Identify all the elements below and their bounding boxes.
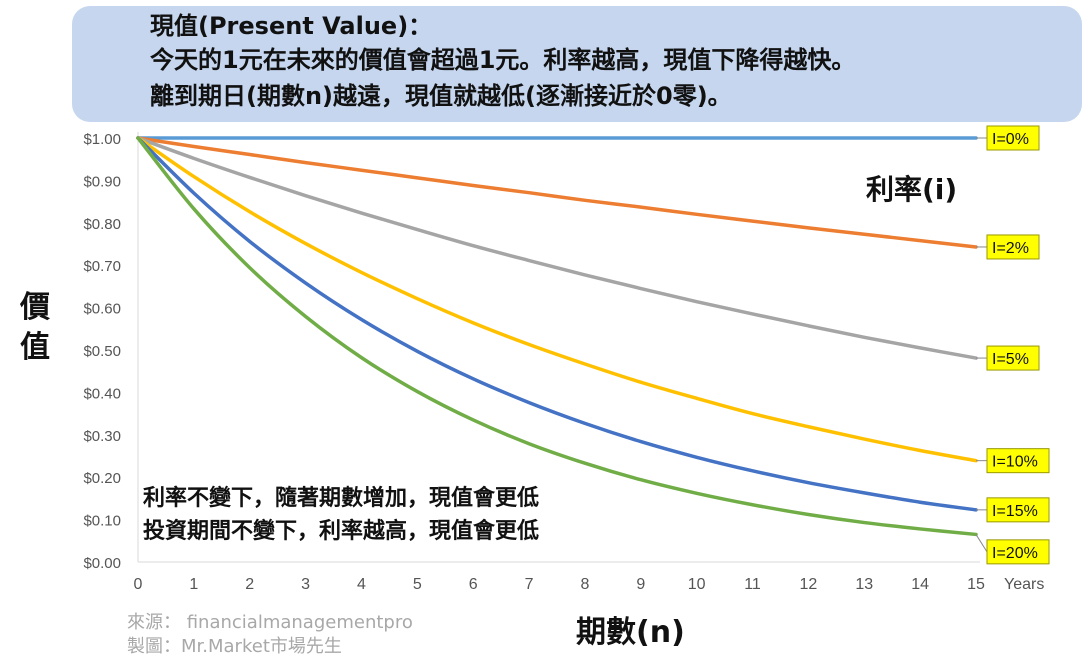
series-line-I=20% [136, 136, 978, 537]
x-tick-label: 5 [413, 576, 422, 593]
y-tick-label: $0.20 [83, 470, 121, 487]
header-banner [72, 6, 1082, 122]
header-line-3: 離到期日(期數n)越遠，現值就越低(逐漸接近於0零)。 [150, 82, 732, 110]
series-label: I=10% [992, 454, 1038, 471]
header-line-2: 今天的1元在未來的價值會超過1元。利率越高，現值下降得越快。 [150, 46, 856, 74]
series-line-I=2% [136, 136, 978, 249]
series-label: I=0% [992, 131, 1029, 148]
x-tick-label: 4 [357, 576, 366, 593]
y-tick-label: $0.10 [83, 513, 121, 530]
y-tick-label: $0.60 [83, 301, 121, 318]
x-axis-label: 期數(n) [576, 615, 685, 650]
series-line-I=10% [136, 136, 978, 463]
x-tick-label: 12 [800, 576, 818, 593]
y-tick-label: $1.00 [83, 131, 121, 148]
x-tick-label: 7 [525, 576, 534, 593]
series-label: I=2% [992, 240, 1029, 257]
annotation-line-2: 投資期間不變下，利率越高，現值會更低 [143, 519, 540, 544]
source-credit: 來源： financialmanagementpro [127, 612, 413, 633]
x-tick-label: 15 [967, 576, 985, 593]
series-title: 利率(i) [866, 173, 958, 206]
x-tick-label: 3 [301, 576, 310, 593]
header-title: 現值(Present Value)： [150, 12, 433, 40]
series-label: I=20% [992, 545, 1038, 562]
x-unit-label: Years [1004, 576, 1044, 593]
y-tick-label: $0.80 [83, 216, 121, 233]
y-axis-label-char-2: 值 [20, 330, 50, 365]
series-label-box [986, 539, 1050, 565]
series-line-I=15% [136, 136, 978, 512]
y-tick-label: $0.70 [83, 258, 121, 275]
series-label-box [986, 234, 1040, 260]
x-tick-label: 6 [469, 576, 478, 593]
x-tick-label: 0 [134, 576, 143, 593]
series-label-box [986, 345, 1040, 371]
series-label-box [986, 497, 1050, 523]
x-tick-label: 1 [189, 576, 198, 593]
y-tick-label: $0.30 [83, 428, 121, 445]
y-tick-label: $0.40 [83, 385, 121, 402]
x-tick-label: 10 [688, 576, 706, 593]
series-label-box [986, 448, 1050, 474]
annotation-line-1: 利率不變下，隨著期數增加，現值會更低 [143, 486, 540, 511]
series-label: I=5% [992, 351, 1029, 368]
series-line-I=5% [136, 136, 978, 360]
x-tick-label: 2 [245, 576, 254, 593]
y-tick-label: $0.00 [83, 555, 121, 572]
x-tick-label: 11 [744, 576, 761, 593]
series-label: I=15% [992, 503, 1038, 520]
x-tick-label: 14 [911, 576, 929, 593]
series-label-box [986, 125, 1040, 151]
x-tick-label: 9 [636, 576, 645, 593]
maker-credit: 製圖：Mr.Market市場先生 [127, 636, 342, 657]
y-tick-label: $0.90 [83, 173, 121, 190]
series-label-leader [975, 534, 988, 553]
y-axis-label-char-1: 價 [20, 290, 50, 325]
x-tick-label: 13 [855, 576, 873, 593]
x-tick-label: 8 [580, 576, 589, 593]
y-tick-label: $0.50 [83, 343, 121, 360]
